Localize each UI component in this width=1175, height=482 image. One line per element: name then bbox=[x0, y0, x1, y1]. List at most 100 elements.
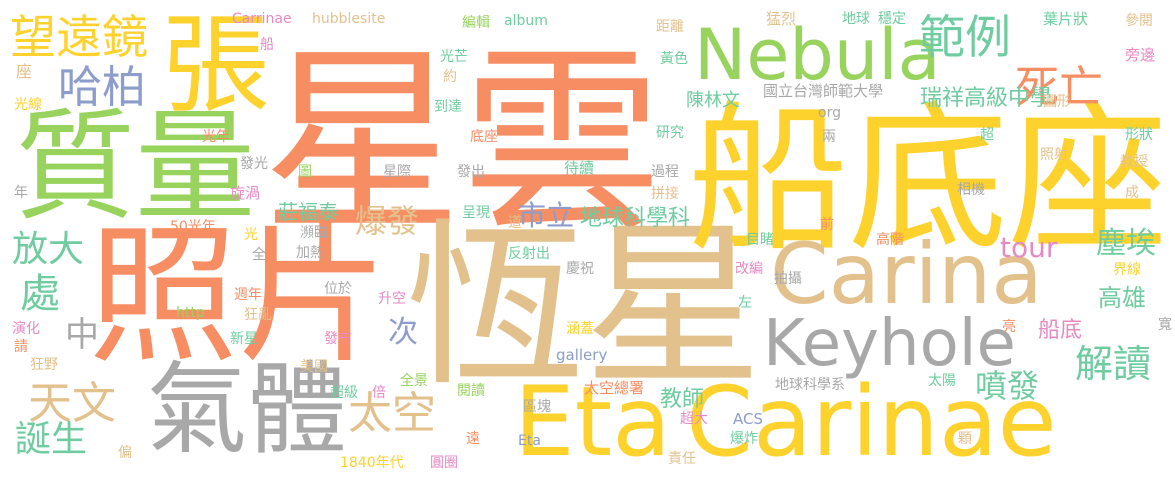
word-chengxian: 呈現 bbox=[462, 205, 490, 221]
word-huangse: 黃色 bbox=[660, 51, 688, 67]
word-pian: 偏 bbox=[118, 445, 132, 461]
word-binlin: 瀕臨 bbox=[300, 225, 328, 241]
word-quan: 全 bbox=[252, 247, 266, 263]
word-tianwen: 天文 bbox=[28, 378, 116, 429]
word-carrinae: Carrinae bbox=[232, 11, 292, 27]
word-diqiukexuexi: 地球科學系 bbox=[775, 377, 845, 393]
word-yuan: 遠 bbox=[466, 431, 480, 447]
word-zhiliang: 質量 bbox=[15, 98, 255, 237]
word-fanli: 範例 bbox=[919, 10, 1011, 64]
word-hengxing: 恆星 bbox=[406, 203, 762, 410]
word-qingzhu: 慶祝 bbox=[566, 261, 594, 277]
word-cheng: 成 bbox=[1125, 185, 1139, 201]
word-chaoda: 超大 bbox=[680, 411, 708, 427]
word-chao: 超 bbox=[980, 127, 994, 143]
word-kuangye: 狂野 bbox=[30, 357, 58, 373]
word-faguang: 發光 bbox=[240, 156, 268, 172]
word-album: album bbox=[504, 13, 548, 29]
word-acs: ACS bbox=[733, 410, 763, 428]
word-juli: 距離 bbox=[656, 19, 684, 35]
word-zhong: 中 bbox=[65, 315, 99, 355]
word-ci: 次 bbox=[388, 315, 418, 350]
word-daixu: 待續 bbox=[564, 159, 595, 177]
word-zhang: 張 bbox=[162, 3, 271, 128]
word-yuanquan: 圓圈 bbox=[430, 455, 458, 471]
word-gaojie: 高階 bbox=[876, 232, 904, 248]
word-nian: 年 bbox=[14, 185, 28, 201]
word-diqiukexueke: 地球科學科 bbox=[580, 206, 691, 231]
word-nebula: Nebula bbox=[694, 14, 941, 96]
word-hangai: 涵蓋 bbox=[566, 321, 594, 337]
word-gaoxiong: 高雄 bbox=[1098, 284, 1146, 312]
word-kuan: 寬 bbox=[1158, 317, 1172, 333]
word-guang: 光 bbox=[244, 227, 258, 243]
word-jiexian: 界線 bbox=[1113, 262, 1141, 278]
word-xingyun: 星雲 bbox=[262, 27, 663, 260]
word-tour: tour bbox=[1000, 231, 1058, 264]
word-zhuangfutai: 莊福泰 bbox=[278, 200, 338, 224]
word-paishe: 拍攝 bbox=[774, 271, 802, 287]
word-kuangluan: 狂亂 bbox=[244, 307, 272, 323]
word-guangmang: 光芒 bbox=[440, 49, 468, 65]
word-chenai: 塵埃 bbox=[1096, 226, 1156, 261]
word-mudu: 目睹 bbox=[746, 232, 774, 248]
word-baofa: 爆發 bbox=[355, 202, 420, 240]
word-jiare: 加熱 bbox=[296, 245, 324, 261]
word-chuan: 船 bbox=[260, 37, 274, 53]
word-chuandizuo: 船底座 bbox=[688, 86, 1169, 273]
word-xuanwo: 旋渦 bbox=[230, 184, 261, 202]
word-qian: 前 bbox=[820, 217, 834, 233]
word-http: http bbox=[176, 305, 205, 321]
word-diqiu: 地球 bbox=[842, 11, 870, 27]
word-xingzhuang: 形狀 bbox=[1125, 127, 1153, 143]
word-yanjiu: 研究 bbox=[656, 125, 684, 141]
word-baozha: 爆炸 bbox=[730, 431, 758, 447]
word-siwang: 死亡 bbox=[1015, 62, 1103, 113]
word-yanhua: 演化 bbox=[12, 321, 40, 337]
word-zhounian: 週年 bbox=[234, 287, 262, 303]
word-dao: 道 bbox=[508, 215, 522, 231]
word-yue: 約 bbox=[443, 69, 457, 85]
word-jiaoshi: 教師 bbox=[660, 387, 705, 412]
word-qukuai: 區塊 bbox=[523, 399, 551, 415]
word-xinxing: 新星 bbox=[230, 331, 258, 347]
word-taikong: 太空 bbox=[348, 388, 436, 439]
word-fabu: 發布 bbox=[324, 331, 352, 347]
word-fansheechu: 反射出 bbox=[508, 246, 550, 262]
word-meiguo: 美國 bbox=[300, 359, 328, 375]
word-shengkong: 升空 bbox=[378, 291, 406, 307]
word-xingji: 星際 bbox=[383, 164, 411, 180]
word-zuo: 左 bbox=[738, 295, 752, 311]
word-penfa: 噴發 bbox=[975, 367, 1040, 405]
word-wending: 穩定 bbox=[878, 11, 906, 27]
word-guocheng: 過程 bbox=[651, 164, 679, 180]
word-yuedu: 閱讀 bbox=[457, 383, 485, 399]
word-weiyu: 位於 bbox=[324, 281, 352, 297]
word-quanjing: 全景 bbox=[400, 373, 428, 389]
word-guangxian: 光線 bbox=[14, 97, 42, 113]
word-jiedu: 解讀 bbox=[1075, 342, 1152, 386]
word-guoli: 國立台灣師範大學 bbox=[763, 82, 884, 100]
word-guangnian: 光年 bbox=[202, 129, 230, 145]
word-pinjie: 拼接 bbox=[651, 186, 679, 202]
word-tu: 圖 bbox=[298, 164, 312, 180]
word-wangyuanjing: 望遠鏡 bbox=[10, 10, 148, 64]
word-taiyang: 太陽 bbox=[928, 373, 956, 389]
word-carina: Carina bbox=[770, 225, 1043, 323]
word-fangda: 放大 bbox=[12, 229, 85, 270]
word-gaibian: 改編 bbox=[735, 261, 763, 277]
word-qing: 請 bbox=[14, 339, 28, 355]
word-chuandi: 船底 bbox=[1038, 318, 1083, 343]
word-ke: 顆 bbox=[958, 431, 972, 447]
word-jiaoshou: 教授 bbox=[1120, 154, 1148, 170]
word-gallery: gallery bbox=[556, 346, 608, 364]
word-yuanxing: 圓形 bbox=[1043, 94, 1071, 110]
word-50ly: 50光年 bbox=[170, 219, 216, 235]
word-yepianzhuang: 葉片狀 bbox=[1043, 10, 1089, 28]
word-fachu: 發出 bbox=[457, 164, 485, 180]
word-xiangji: 相機 bbox=[957, 182, 985, 198]
word-dansheng: 誕生 bbox=[15, 419, 88, 460]
word-liang2: 兩 bbox=[822, 129, 836, 145]
word-chu: 處 bbox=[20, 271, 60, 317]
